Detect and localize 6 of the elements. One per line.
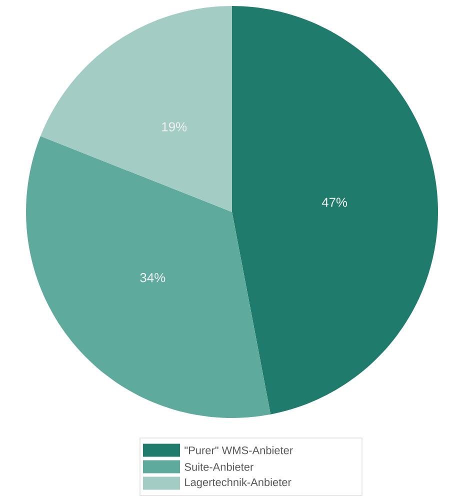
legend-label: "Purer" WMS-Anbieter (184, 446, 293, 454)
legend-label: Suite-Anbieter (184, 462, 254, 471)
data-label: 34% (140, 273, 166, 282)
legend-label: Lagertechnik-Anbieter (185, 478, 292, 488)
data-label: 47% (322, 198, 348, 207)
data-label: 19% (162, 122, 187, 132)
